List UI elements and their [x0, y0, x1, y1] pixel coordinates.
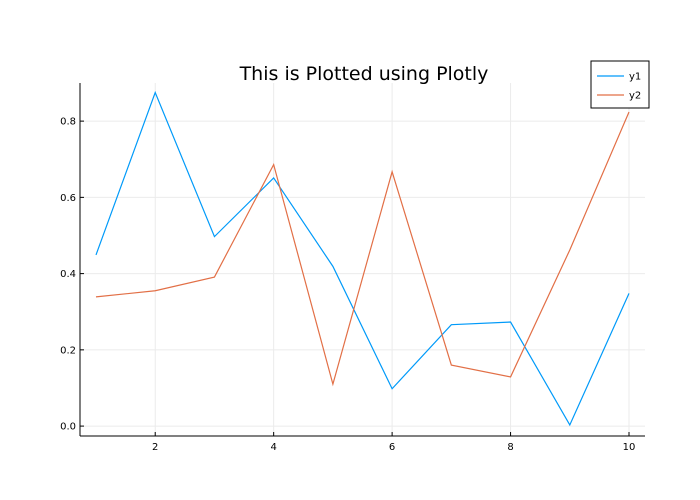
y-tick-label-0: 0.0	[60, 422, 76, 433]
x-tick-label-1: 4	[270, 442, 276, 453]
y-tick-label-3: 0.6	[60, 193, 76, 204]
series-line-y1	[95, 90, 630, 427]
x-tick-label-2: 6	[389, 442, 395, 453]
legend-label-y1: y1	[629, 72, 641, 83]
series-layer	[95, 90, 630, 427]
legend-box	[590, 60, 650, 109]
x-tick-label-4: 10	[623, 442, 636, 453]
axes	[79, 83, 645, 437]
x-tick-label-3: 8	[507, 442, 513, 453]
y-tick-label-2: 0.4	[60, 269, 76, 280]
y-tick-label-1: 0.2	[60, 345, 76, 356]
legend: y1 y2	[590, 60, 650, 109]
x-tick-label-0: 2	[152, 442, 158, 453]
legend-label-y2: y2	[629, 91, 641, 102]
chart-title: This is Plotted using Plotly	[239, 63, 489, 85]
y-tick-label-4: 0.8	[60, 117, 76, 128]
ticks: 2 4 6 8 10 0.0 0.2 0.4 0.6 0.8	[60, 117, 635, 453]
series-line-y2	[95, 111, 630, 387]
grid	[80, 83, 645, 436]
